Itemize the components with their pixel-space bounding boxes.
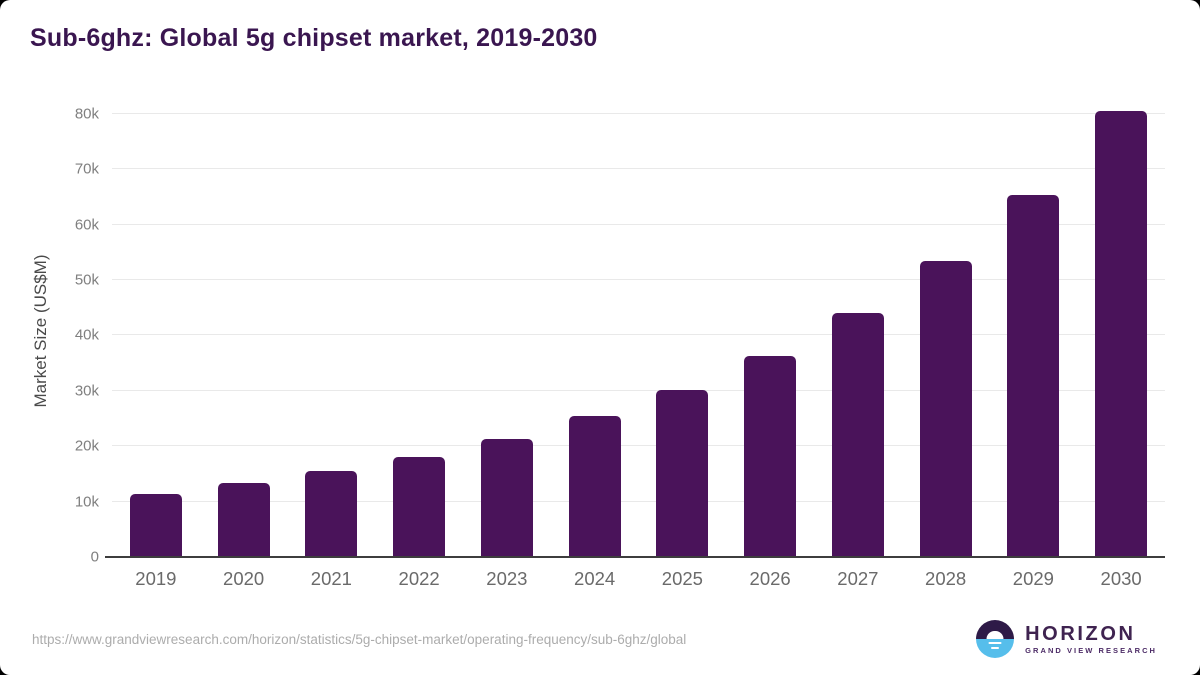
- gridline-50k: [112, 279, 1165, 281]
- gridline-60k: [112, 223, 1165, 225]
- bar-2027[interactable]: [831, 313, 884, 557]
- y-tick-0: 0: [90, 548, 99, 566]
- bar-slot-2019: [112, 105, 200, 557]
- plot-area: [105, 105, 1165, 558]
- bar-2023[interactable]: [480, 439, 533, 557]
- x-tick-2024: 2024: [574, 568, 616, 589]
- y-tick-40k: 40k: [74, 326, 99, 344]
- x-tick-2022: 2022: [398, 568, 440, 589]
- gridline-30k: [112, 389, 1165, 391]
- bar-2030[interactable]: [1095, 110, 1148, 557]
- bar-2021[interactable]: [305, 471, 358, 557]
- gridline-20k: [112, 445, 1165, 447]
- bar-2024[interactable]: [568, 416, 621, 557]
- x-tick-2029: 2029: [1012, 568, 1054, 589]
- x-tick-2028: 2028: [925, 568, 967, 589]
- y-tick-60k: 60k: [74, 216, 99, 234]
- chart-title: Sub-6ghz: Global 5g chipset market, 2019…: [30, 24, 598, 52]
- x-tick-2027: 2027: [837, 568, 879, 589]
- bar-2029[interactable]: [1007, 194, 1060, 557]
- x-tick-2019: 2019: [135, 568, 177, 589]
- horizon-sunrise-icon: [976, 620, 1015, 658]
- gridline-40k: [112, 334, 1165, 336]
- bar-2022[interactable]: [393, 456, 446, 557]
- bar-slot-2026: [726, 105, 814, 557]
- bar-slot-2028: [902, 105, 990, 557]
- gridline-10k: [112, 500, 1165, 502]
- x-tick-2026: 2026: [749, 568, 791, 589]
- x-tick-2021: 2021: [310, 568, 352, 589]
- y-tick-20k: 20k: [74, 437, 99, 455]
- bar-slot-2030: [1077, 105, 1165, 557]
- bar-2028[interactable]: [919, 260, 972, 557]
- x-axis-line: [105, 556, 1165, 558]
- sun-icon: [986, 630, 1004, 639]
- water-ripple-icon: [991, 646, 1000, 649]
- bar-series: [112, 105, 1165, 557]
- horizon-logo: HORIZON GRAND VIEW RESEARCH: [976, 620, 1157, 658]
- y-axis-tick-labels: 0 10k 20k 30k 40k 50k 60k 70k 80k: [0, 105, 99, 565]
- x-axis-tick-labels: 2019 2020 2021 2022 2023 2024 2025 2026 2027 2028…: [112, 568, 1165, 590]
- logo-brand-name: HORIZON: [1025, 622, 1136, 645]
- y-tick-80k: 80k: [74, 105, 99, 123]
- x-tick-2023: 2023: [486, 568, 528, 589]
- bar-2025[interactable]: [656, 389, 709, 557]
- gridline-80k: [112, 112, 1165, 114]
- bar-slot-2029: [990, 105, 1078, 557]
- y-tick-10k: 10k: [74, 493, 99, 511]
- water-ripple-icon: [988, 641, 1002, 644]
- y-tick-50k: 50k: [74, 271, 99, 289]
- x-tick-2020: 2020: [223, 568, 265, 589]
- bar-slot-2021: [288, 105, 376, 557]
- x-tick-2025: 2025: [661, 568, 703, 589]
- bar-slot-2025: [639, 105, 727, 557]
- bar-slot-2027: [814, 105, 902, 557]
- x-tick-2030: 2030: [1100, 568, 1142, 589]
- logo-text: HORIZON GRAND VIEW RESEARCH: [1025, 624, 1157, 655]
- gridline-70k: [112, 168, 1165, 170]
- bar-slot-2020: [200, 105, 288, 557]
- bar-slot-2022: [375, 105, 463, 557]
- bar-slot-2024: [551, 105, 639, 557]
- bar-2019[interactable]: [129, 493, 182, 557]
- y-tick-30k: 30k: [74, 382, 99, 400]
- bar-2026[interactable]: [744, 356, 797, 557]
- logo-subtitle: GRAND VIEW RESEARCH: [1025, 645, 1157, 655]
- bar-2020[interactable]: [217, 483, 270, 557]
- y-tick-70k: 70k: [74, 160, 99, 178]
- bar-slot-2023: [463, 105, 551, 557]
- source-url: https://www.grandviewresearch.com/horizo…: [32, 632, 687, 647]
